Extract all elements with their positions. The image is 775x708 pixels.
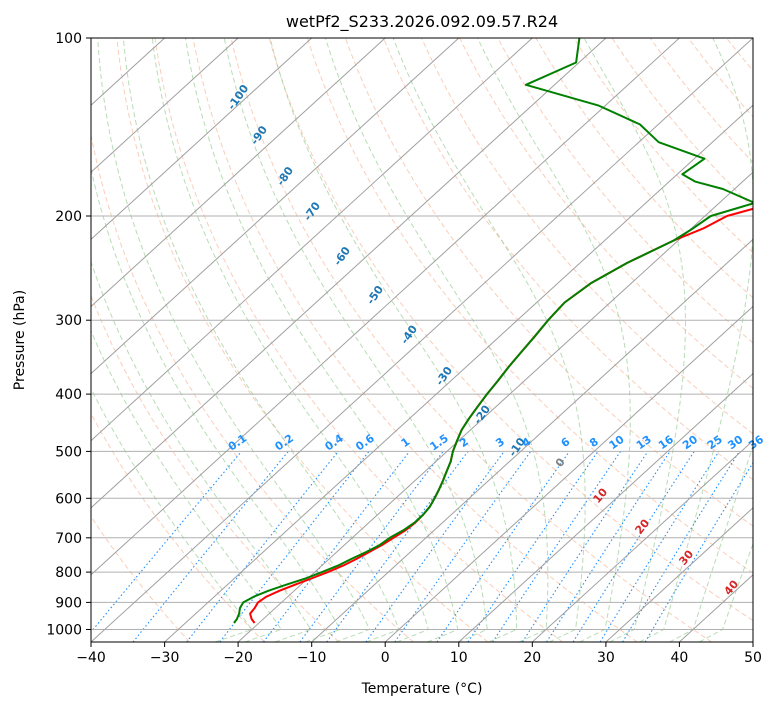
grid-layer (91, 38, 753, 642)
moist-adiabat-line (91, 166, 341, 642)
mixing-ratio-line (132, 451, 289, 642)
axes-layer: −40 −30 −20 −10 0 10 20 30 40 50 100 200 300 400 500 60… (46, 31, 762, 666)
dry-adiabat-line (497, 38, 753, 344)
dewpoint-line (233, 38, 753, 624)
isotherm-line (605, 507, 753, 642)
isotherm-line (91, 38, 460, 375)
dry-adiabat-line (154, 38, 563, 642)
moist-adiabat-line (185, 38, 459, 642)
isotherm-line (91, 38, 753, 642)
mixing-ratio-line (91, 451, 242, 633)
y-tick-label: 400 (55, 387, 82, 403)
isotherm-line (384, 305, 753, 642)
x-tick-label: −10 (297, 650, 327, 666)
chart-title: wetPf2_S233.2026.092.09.57.R24 (286, 12, 558, 32)
moist-adiabat-line (223, 38, 488, 642)
dry-adiabat-line (306, 38, 753, 574)
y-tick-label: 700 (55, 531, 82, 547)
y-tick-label: 200 (55, 209, 82, 225)
mixing-ratio-line (365, 451, 505, 642)
x-tick-label: −40 (76, 650, 106, 666)
mixing-ratio-line (546, 451, 671, 642)
y-tick-label: 800 (55, 565, 82, 581)
isotherm-line (91, 38, 239, 173)
moist-adiabat-line (91, 260, 312, 642)
isotherm-line (164, 104, 753, 642)
isotherm-line (311, 238, 753, 642)
dry-adiabat-line (116, 38, 489, 642)
moist-adiabat-line (91, 387, 253, 642)
moist-adiabat-line (122, 38, 400, 642)
moist-adiabat-line (151, 38, 430, 642)
y-tick-label: 1000 (46, 623, 82, 639)
mixing-ratio-line (622, 451, 740, 642)
mixing-ratio-line (522, 451, 649, 642)
y-tick-label: 300 (55, 313, 82, 329)
isotherm-line (91, 38, 680, 576)
isotherm-line (91, 38, 533, 442)
moist-adiabat-line (97, 38, 371, 642)
moist-adiabat-line (699, 542, 753, 642)
isotherm-line (237, 171, 753, 642)
x-tick-label: −20 (223, 650, 253, 666)
mixing-ratio-line (186, 451, 339, 642)
dry-adiabat-line (268, 38, 753, 622)
mixing-ratio-line (467, 451, 599, 642)
moist-adiabat-line (639, 38, 753, 642)
moist-adiabat-line (669, 444, 753, 642)
dry-adiabat-line (421, 38, 753, 435)
moist-adiabat-line (583, 38, 686, 642)
isotherm-line (91, 38, 313, 241)
x-tick-label: 30 (597, 650, 615, 666)
plot-frame (90, 37, 754, 643)
isotherm-line (91, 38, 607, 509)
isotherm-line (531, 439, 753, 642)
moist-adiabat-line (477, 38, 631, 642)
x-tick-label: 40 (670, 650, 688, 666)
mixing-ratio-line (299, 451, 444, 642)
moist-adiabat-line (324, 38, 549, 642)
x-tick-label: −30 (150, 650, 180, 666)
y-tick-label: 900 (55, 595, 82, 611)
mixing-ratio-line (326, 451, 469, 642)
mixing-ratio-line (436, 451, 570, 642)
x-axis-label: Temperature (°C) (361, 681, 483, 697)
x-tick-label: 10 (450, 650, 468, 666)
y-tick-label: 500 (55, 444, 82, 460)
x-tick-label: 20 (523, 650, 541, 666)
y-tick-label: 100 (55, 31, 82, 47)
dry-adiabat-line (91, 412, 265, 642)
x-tick-label: 0 (381, 650, 390, 666)
moist-adiabat-line (269, 38, 518, 642)
y-axis-label: Pressure (hPa) (12, 290, 28, 390)
mixing-ratio-line (599, 451, 720, 642)
isotherm-line (458, 372, 753, 642)
x-tick-label: 50 (744, 650, 762, 666)
mixing-ratio-line (492, 451, 622, 642)
y-tick-label: 600 (55, 491, 82, 507)
isotherm-line (91, 38, 386, 308)
mixing-ratio-line (263, 451, 410, 642)
series-layer (233, 38, 753, 624)
